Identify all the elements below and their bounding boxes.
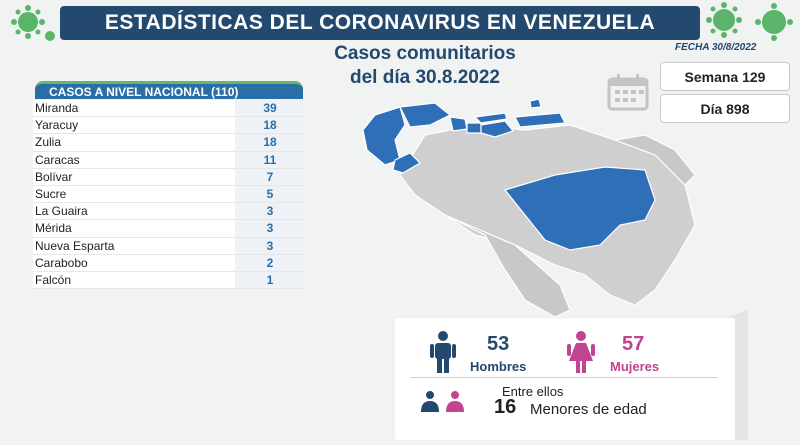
minors-icon xyxy=(421,391,464,412)
minors-count: 16 xyxy=(494,396,517,418)
cases-table-header: CASOS A NIVEL NACIONAL (110) xyxy=(35,81,303,99)
state-name: Falcón xyxy=(35,272,72,287)
map-state-merida xyxy=(392,152,421,174)
men-count: 53 xyxy=(487,333,510,355)
women-count: 57 xyxy=(622,333,645,355)
demographics-panel xyxy=(395,318,735,440)
table-row: Miranda 39 xyxy=(33,100,305,118)
cases-table: Miranda 39 Yaracuy 18 Zulia 18 Caracas 11 Bo… xyxy=(33,100,305,290)
virus-icon xyxy=(706,2,793,41)
map-state-laguaira xyxy=(473,112,508,124)
report-date: FECHA 30/8/2022 xyxy=(675,42,757,53)
woman-icon xyxy=(567,331,595,373)
state-cases: 39 xyxy=(235,100,305,117)
state-cases: 3 xyxy=(235,237,305,254)
map-state-miranda xyxy=(480,120,515,138)
table-row: Caracas 11 xyxy=(33,151,305,169)
map-state-sucre xyxy=(514,112,566,128)
women-label: Mujeres xyxy=(610,359,660,374)
table-row: Falcón 1 xyxy=(33,271,305,290)
day-box: Día 898 xyxy=(660,94,790,123)
state-cases: 11 xyxy=(235,151,305,168)
map-state-yaracuy xyxy=(449,116,468,132)
state-name: Caracas xyxy=(35,152,80,167)
state-name: Miranda xyxy=(35,101,79,116)
state-cases: 2 xyxy=(235,254,305,271)
state-cases: 18 xyxy=(235,117,305,134)
table-row: Yaracuy 18 xyxy=(33,117,305,135)
map-state-bolivar xyxy=(503,166,656,251)
state-name: Bolívar xyxy=(35,169,73,184)
state-name: Zulia xyxy=(35,135,62,150)
among-label: Entre ellos xyxy=(502,384,564,399)
state-cases: 1 xyxy=(235,271,305,289)
virus-icon xyxy=(11,5,55,41)
week-box: Semana 129 xyxy=(660,62,790,91)
subtitle-line-1: Casos comunitarios xyxy=(334,43,516,64)
state-name: Nueva Esparta xyxy=(35,238,115,253)
state-name: Mérida xyxy=(35,221,72,236)
state-name: La Guaira xyxy=(35,204,88,219)
subtitle: Casos comunitarios del día 30.8.2022 xyxy=(290,42,560,90)
state-cases: 3 xyxy=(235,203,305,220)
map-state-falcon xyxy=(399,102,452,128)
page-title: ESTADÍSTICAS DEL CORONAVIRUS EN VENEZUEL… xyxy=(60,6,700,40)
divider xyxy=(410,377,718,378)
calendar-icon xyxy=(607,74,649,111)
table-row: Bolívar 7 xyxy=(33,168,305,186)
table-row: Nueva Esparta 3 xyxy=(33,237,305,255)
state-name: Sucre xyxy=(35,187,67,202)
minors-label: Menores de edad xyxy=(530,401,647,418)
venezuela-map xyxy=(362,98,696,318)
state-cases: 3 xyxy=(235,220,305,237)
state-name: Yaracuy xyxy=(35,118,79,133)
map-state xyxy=(444,214,571,318)
state-name: Carabobo xyxy=(35,255,88,270)
state-cases: 5 xyxy=(235,185,305,203)
state-cases: 7 xyxy=(235,168,305,185)
man-icon xyxy=(430,331,456,373)
men-label: Hombres xyxy=(470,359,527,374)
table-row: Sucre 5 xyxy=(33,185,305,204)
map-state xyxy=(612,134,696,186)
table-row: Zulia 18 xyxy=(33,134,305,152)
state-cases: 18 xyxy=(235,134,305,151)
table-row: La Guaira 3 xyxy=(33,203,305,221)
map-state-zulia xyxy=(362,106,406,166)
table-row: Mérida 3 xyxy=(33,220,305,238)
map-state-carabobo xyxy=(466,122,482,134)
table-row: Carabobo 2 xyxy=(33,254,305,272)
map-state-nuevaesparta xyxy=(529,98,542,109)
subtitle-line-2: del día 30.8.2022 xyxy=(350,67,500,88)
